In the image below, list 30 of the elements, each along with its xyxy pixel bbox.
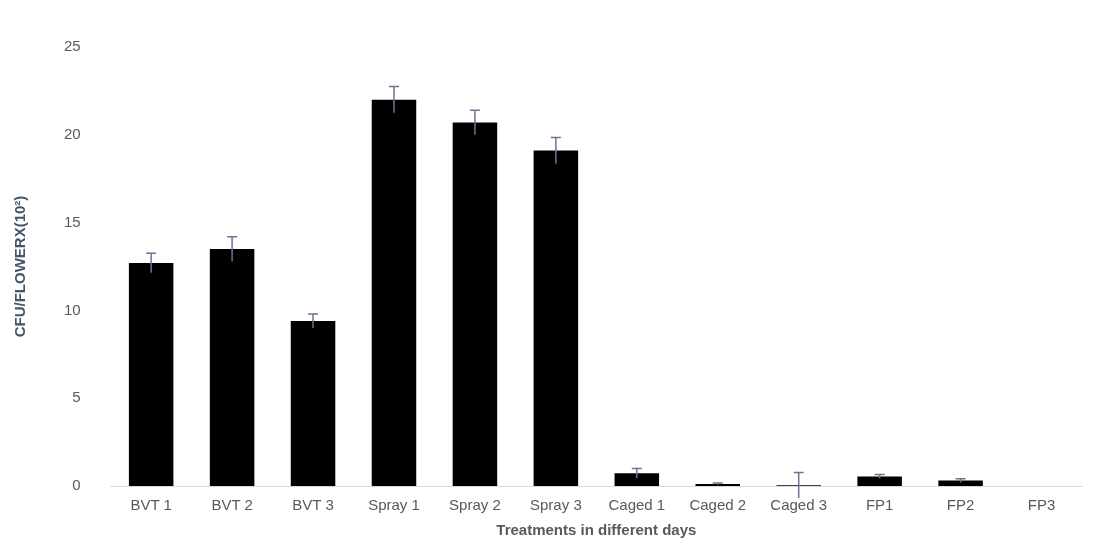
x-tick-label: Spray 2 [449,496,501,514]
bar [209,248,255,486]
bar [695,483,741,486]
bar [938,480,983,486]
x-tick-label: BVT 1 [130,496,172,514]
bar [857,476,902,486]
x-tick-label: Caged 3 [770,496,828,514]
y-tick-label: 0 [72,476,81,494]
x-tick-label: Caged 1 [608,496,666,514]
bar [128,262,174,486]
x-tick-label: FP1 [865,496,894,514]
x-tick-label: Spray 1 [368,496,420,514]
bar [371,99,417,486]
y-tick-label: 20 [64,124,81,142]
bar [533,150,579,486]
x-tick-label: BVT 2 [211,496,253,514]
y-tick-label: 5 [72,388,81,406]
x-tick-label: Spray 3 [530,496,582,514]
x-tick-label: Caged 2 [689,496,747,514]
bar [614,473,660,486]
x-tick-label: FP3 [1027,496,1056,514]
bar [290,320,336,486]
x-axis-title: Treatments in different days [496,521,697,539]
bar [452,122,498,486]
y-tick-label: 15 [64,212,81,230]
x-tick-label: BVT 3 [292,496,334,514]
y-tick-label: 25 [64,37,81,55]
y-axis-title: CFU/FLOWERX(10²) [11,195,29,338]
x-tick-label: FP2 [946,496,975,514]
y-tick-label: 10 [64,300,81,318]
